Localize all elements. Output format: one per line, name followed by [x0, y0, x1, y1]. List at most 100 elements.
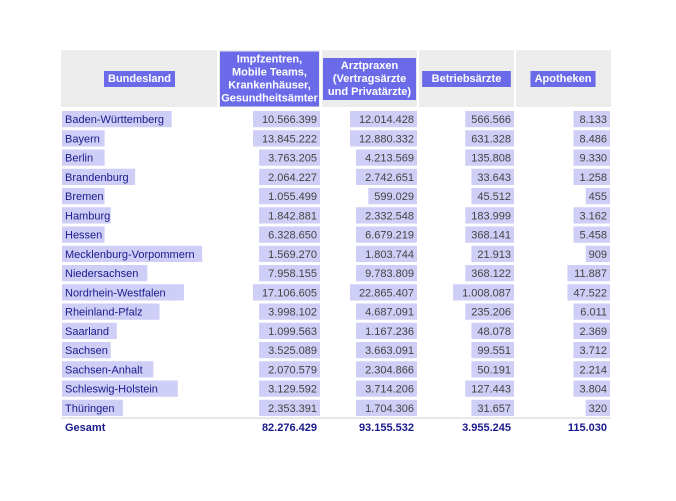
table-cell: 2.064.227 — [268, 172, 317, 184]
table-cell: 10.566.399 — [262, 114, 317, 126]
row-label: Mecklenburg-Vorpommern — [65, 249, 195, 261]
table-cell: 1.258 — [579, 172, 607, 184]
row-label: Niedersachsen — [65, 268, 138, 280]
cell-highlight — [471, 399, 514, 416]
row-label-highlight — [62, 207, 111, 224]
table-cell: 3.129.592 — [268, 384, 317, 396]
row-label: Berlin — [65, 153, 93, 165]
table-cell: 3.525.089 — [268, 345, 317, 357]
cell-highlight — [356, 322, 417, 339]
cell-highlight — [356, 168, 417, 185]
header-label: Betriebsärzte — [432, 73, 502, 85]
cell-highlight — [465, 149, 514, 166]
table-cell: 235.206 — [471, 307, 511, 319]
header-label-highlight — [104, 71, 175, 87]
total-cell: 3.955.245 — [462, 422, 511, 434]
total-label: Gesamt — [65, 422, 106, 434]
table-cell: 1.704.306 — [365, 403, 414, 415]
total-cell: 93.155.532 — [359, 422, 414, 434]
cell-highlight — [465, 303, 514, 320]
data-table: Bundesland Impfzentren, Mobile Teams, Krank… — [61, 50, 611, 440]
cell-highlight — [471, 322, 514, 339]
table-cell: 909 — [589, 249, 607, 261]
cell-highlight — [259, 188, 320, 205]
cell-highlight — [573, 380, 610, 397]
table-cell: 3.712 — [579, 345, 607, 357]
table-cell: 368.141 — [471, 230, 511, 242]
cell-highlight — [465, 380, 514, 397]
table-cell: 1.008.087 — [462, 287, 511, 299]
table-cell: 3.663.091 — [365, 345, 414, 357]
table-cell: 12.880.332 — [359, 133, 414, 145]
table-cell: 2.369 — [579, 326, 607, 338]
row-label-highlight — [62, 168, 136, 185]
table-cell: 2.070.579 — [268, 364, 317, 376]
table-cell: 17.106.605 — [262, 287, 317, 299]
cell-highlight — [259, 399, 320, 416]
header-label: Arztpraxen — [341, 60, 399, 72]
cell-highlight — [356, 361, 417, 378]
row-label-highlight — [62, 380, 178, 397]
table-cell: 2.214 — [579, 364, 607, 376]
row-label-highlight — [62, 303, 160, 320]
cell-highlight — [356, 265, 417, 282]
table-cell: 4.213.569 — [365, 153, 414, 165]
table-cell: 48.078 — [477, 326, 511, 338]
total-cell: 82.276.429 — [262, 422, 317, 434]
cell-highlight — [465, 111, 514, 128]
cell-highlight — [259, 226, 320, 243]
header-label: Bundesland — [108, 73, 171, 85]
header-label: Gesundheitsämter — [221, 93, 318, 105]
table-cell: 31.657 — [477, 403, 511, 415]
table-cell: 6.328.650 — [268, 230, 317, 242]
row-label-highlight — [62, 361, 154, 378]
table-cell: 6.679.219 — [365, 230, 414, 242]
cell-highlight — [573, 130, 610, 147]
header-label: Krankenhäuser, — [228, 80, 311, 92]
table-cell: 1.099.563 — [268, 326, 317, 338]
cell-highlight — [253, 111, 320, 128]
row-label: Saarland — [65, 326, 109, 338]
cell-highlight — [253, 284, 320, 301]
cell-highlight — [471, 361, 514, 378]
cell-highlight — [573, 149, 610, 166]
cell-highlight — [368, 188, 417, 205]
cell-highlight — [259, 207, 320, 224]
cell-highlight — [573, 322, 610, 339]
row-label: Schleswig-Holstein — [65, 384, 158, 396]
cell-highlight — [259, 149, 320, 166]
table-cell: 1.842.881 — [268, 210, 317, 222]
table-cell: 2.353.391 — [268, 403, 317, 415]
cell-highlight — [471, 188, 514, 205]
cell-highlight — [356, 303, 417, 320]
cell-highlight — [573, 361, 610, 378]
row-label-highlight — [62, 399, 123, 416]
table-cell: 2.332.548 — [365, 210, 414, 222]
table-svg: Bundesland Impfzentren,Mobile Teams,Krank… — [61, 50, 611, 434]
row-label-highlight — [62, 111, 172, 128]
header-label: und Privatärzte) — [328, 86, 411, 98]
table-cell: 6.011 — [580, 307, 607, 319]
row-label: Thüringen — [65, 403, 115, 415]
row-label-highlight — [62, 149, 105, 166]
cell-highlight — [356, 245, 417, 262]
table-cell: 8.486 — [579, 133, 607, 145]
table-cell: 5.458 — [579, 230, 607, 242]
row-label-highlight — [62, 322, 117, 339]
cell-highlight — [471, 168, 514, 185]
row-label: Hessen — [65, 230, 102, 242]
cell-highlight — [453, 284, 514, 301]
table-cell: 455 — [589, 191, 607, 203]
cell-highlight — [356, 342, 417, 359]
row-label: Rheinland-Pfalz — [65, 307, 143, 319]
cell-highlight — [356, 207, 417, 224]
row-label-highlight — [62, 226, 105, 243]
table-cell: 631.328 — [471, 133, 511, 145]
header-label-highlight — [323, 58, 416, 100]
cell-highlight — [259, 168, 320, 185]
cell-highlight — [356, 149, 417, 166]
table-cell: 3.998.102 — [268, 307, 317, 319]
cell-highlight — [350, 130, 417, 147]
table-cell: 599.029 — [374, 191, 414, 203]
row-label-highlight — [62, 265, 148, 282]
